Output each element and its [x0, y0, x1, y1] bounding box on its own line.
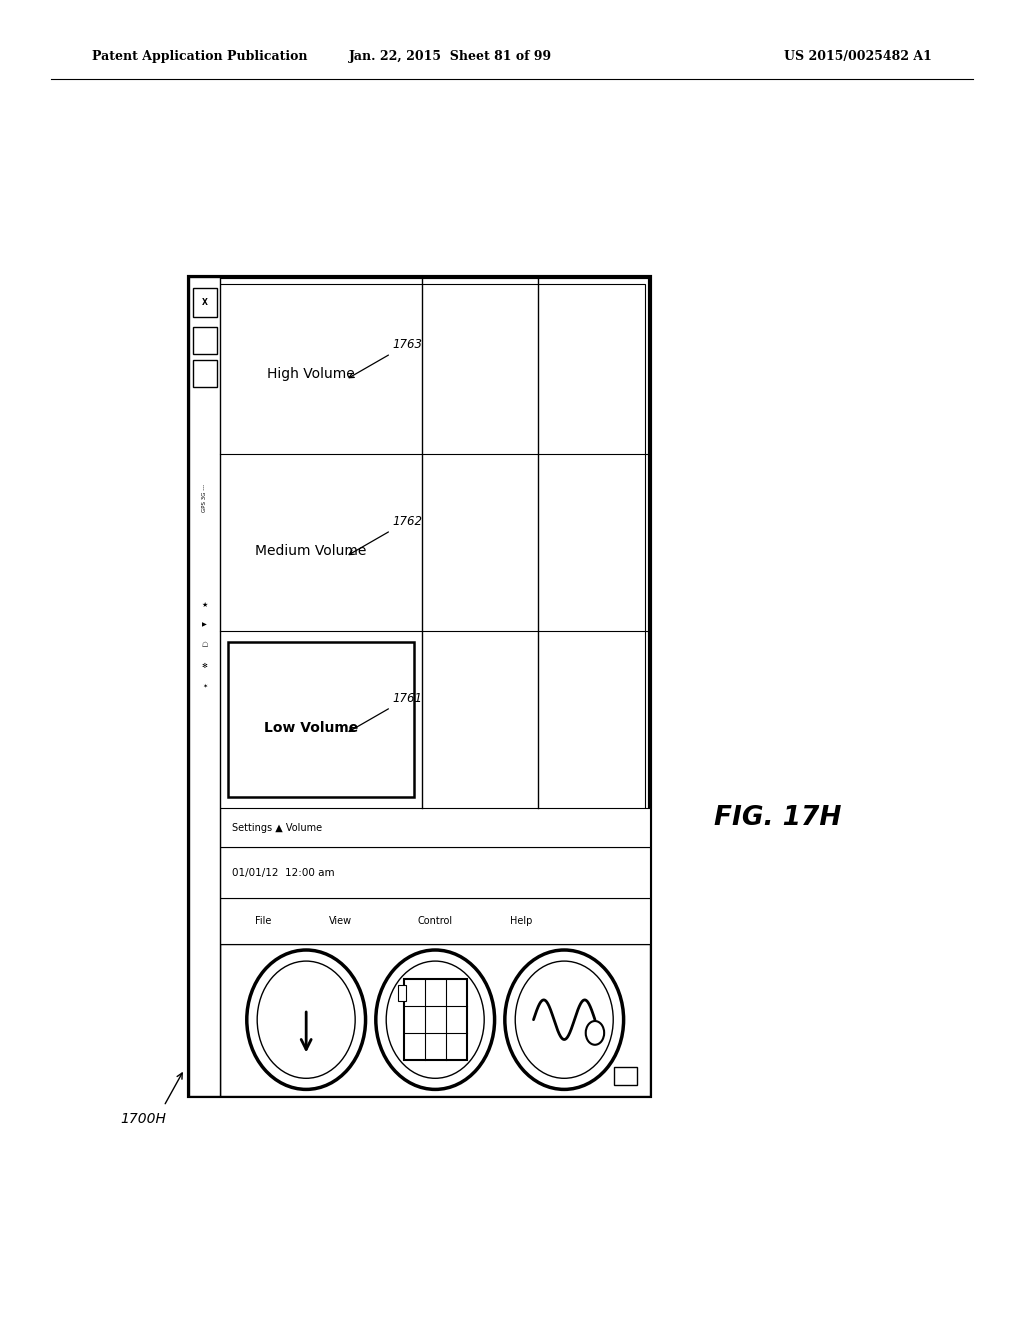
- Text: File: File: [255, 916, 271, 925]
- Bar: [614, 1067, 637, 1085]
- Text: FIG. 17H: FIG. 17H: [715, 805, 842, 832]
- Bar: [193, 327, 217, 354]
- Text: 1761: 1761: [349, 692, 422, 731]
- Text: 1763: 1763: [349, 338, 422, 378]
- Ellipse shape: [505, 950, 624, 1089]
- Text: Jan. 22, 2015  Sheet 81 of 99: Jan. 22, 2015 Sheet 81 of 99: [349, 50, 552, 63]
- Text: Low Volume: Low Volume: [264, 721, 358, 735]
- Ellipse shape: [247, 950, 366, 1089]
- Circle shape: [586, 1022, 604, 1045]
- Text: US 2015/0025482 A1: US 2015/0025482 A1: [784, 50, 932, 63]
- Text: Medium Volume: Medium Volume: [255, 544, 367, 558]
- Bar: [397, 985, 406, 1001]
- Ellipse shape: [386, 961, 484, 1078]
- Bar: [220, 944, 650, 1096]
- Text: ☖: ☖: [202, 643, 208, 648]
- Ellipse shape: [257, 961, 355, 1078]
- Text: Control: Control: [418, 916, 453, 925]
- Text: ✻: ✻: [202, 663, 208, 669]
- Text: ▶: ▶: [203, 623, 207, 627]
- Bar: [193, 288, 217, 317]
- Text: Settings ▲ Volume: Settings ▲ Volume: [232, 822, 323, 833]
- Text: Help: Help: [510, 916, 532, 925]
- Ellipse shape: [515, 961, 613, 1078]
- Text: View: View: [329, 916, 352, 925]
- Ellipse shape: [376, 950, 495, 1089]
- Bar: [189, 277, 220, 1096]
- Text: 1762: 1762: [349, 515, 422, 554]
- Bar: [189, 277, 650, 1096]
- Text: High Volume: High Volume: [267, 367, 355, 381]
- Text: X: X: [202, 298, 208, 306]
- Bar: [220, 898, 650, 944]
- Bar: [195, 284, 645, 1089]
- Bar: [228, 642, 414, 797]
- Text: ★: ★: [202, 602, 208, 607]
- Bar: [220, 847, 650, 898]
- Bar: [193, 360, 217, 387]
- Text: Patent Application Publication: Patent Application Publication: [92, 50, 307, 63]
- Text: 01/01/12  12:00 am: 01/01/12 12:00 am: [232, 867, 335, 878]
- Text: GPS 3G ---: GPS 3G ---: [203, 484, 207, 512]
- Bar: [403, 979, 467, 1060]
- Bar: [220, 808, 650, 847]
- Text: 1700H: 1700H: [121, 1113, 166, 1126]
- Text: ✶: ✶: [202, 684, 208, 689]
